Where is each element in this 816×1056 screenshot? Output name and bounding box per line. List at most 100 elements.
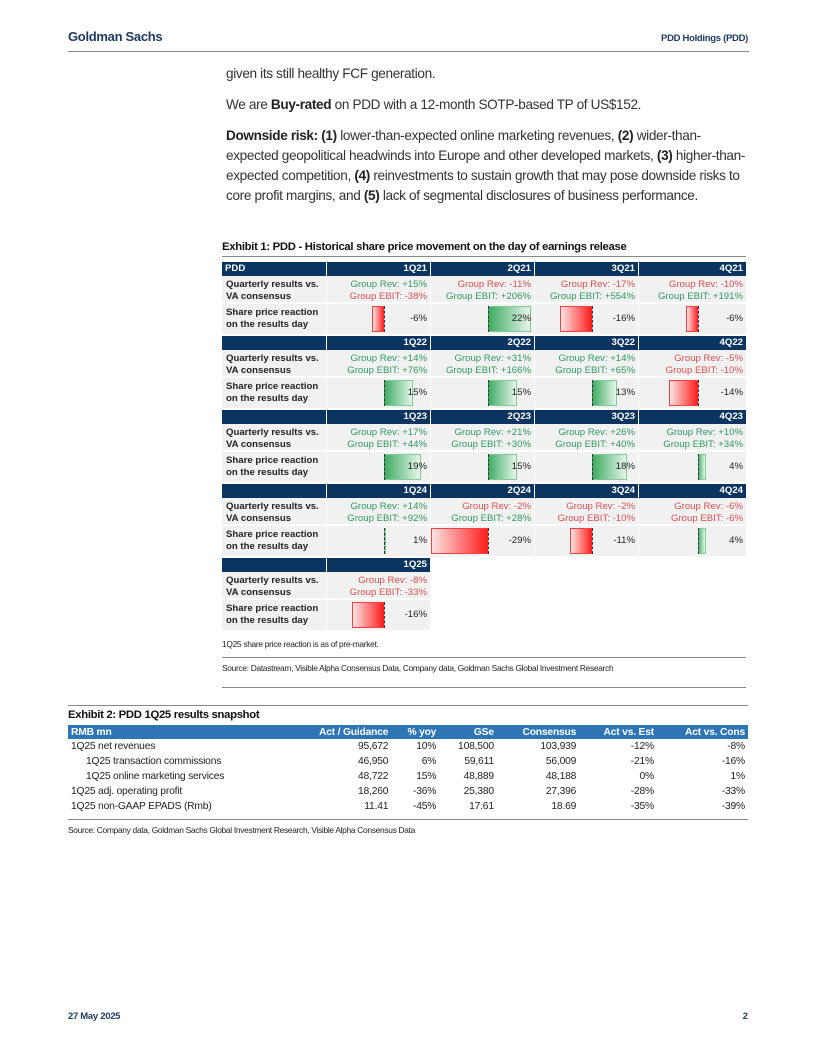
reaction-value: 13% [615,387,635,398]
table-cell: 17.61 [469,801,494,812]
table-cell: -16% [721,756,745,767]
share-price-reaction [430,600,534,632]
text: higher-than-expected competition, [226,148,746,183]
row-label-reaction: Share price reaction on the results day [222,600,326,632]
bold-text: (2) [617,128,634,143]
table-cell: -39% [721,801,745,812]
zero-axis [487,454,489,480]
table-cell: 56,009 [545,756,577,767]
page-number: 2 [742,1011,748,1022]
header-corner [222,410,326,424]
paragraph-rating: We are Buy-rated on PDD with a 12-month … [226,95,751,115]
rating-bold: Buy-rated [270,97,332,112]
table-cell: 1Q25 transaction commissions [86,756,222,767]
brand-name: Goldman Sachs [68,29,163,44]
revenue-vs-consensus: Group Rev: +14% [350,353,427,364]
table-row: 1Q25 transaction commissions 46,950 6% 59,6… [68,754,748,769]
zero-axis [697,306,699,332]
reaction-bar [352,602,384,628]
table-cell: -12% [630,741,654,752]
share-price-reaction: -11% [534,526,638,558]
table-cell: -45% [412,801,437,812]
reaction-value: -6% [409,313,427,324]
share-price-reaction: -16% [326,600,430,632]
table-cell: -36% [412,786,437,797]
row-label-results: Quarterly results vs. VA consensus [222,424,326,452]
quarter-block: PDD 1Q21 2Q21 3Q21 4Q21 Quarterly results vs.… [222,262,746,336]
reaction-bar [685,306,698,332]
table-cell: 15% [416,771,437,782]
reaction-value: -29% [508,535,531,546]
revenue-vs-consensus: Group Rev: +31% [454,353,531,364]
revenue-vs-consensus: Group Rev: -2% [566,501,635,512]
revenue-vs-consensus: Group Rev: -5% [674,353,743,364]
table-row: 1Q25 adj. operating profit 18,260 -36% 25,3… [68,784,748,799]
quarter-header: 2Q24 [430,484,534,498]
quarter-header: 1Q21 [326,262,430,276]
bold-text: (3) [656,148,673,163]
row-label-reaction: Share price reaction on the results day [222,378,326,410]
results-vs-consensus: Group Rev: +10% Group EBIT: +34% [638,424,746,452]
header-corner [222,558,326,572]
quarter-header [430,558,534,572]
table-cell: -21% [630,756,654,767]
results-vs-consensus: Group Rev: +14% Group EBIT: +65% [534,350,638,378]
share-price-reaction: -6% [326,304,430,336]
row-label-results: Quarterly results vs. VA consensus [222,498,326,526]
revenue-vs-consensus: Group Rev: +14% [558,353,635,364]
row-label-reaction: Share price reaction on the results day [222,452,326,484]
exhibit-1-note: 1Q25 share price reaction is as of pre-m… [222,639,379,649]
ebit-vs-consensus: Group EBIT: +166% [445,365,531,376]
ebit-vs-consensus: Group EBIT: +554% [549,291,635,302]
quarter-block: 1Q25 Quarterly results vs. VA consensus Gr… [222,558,746,632]
reaction-value: 22% [511,313,531,324]
quarter-header: 4Q21 [638,262,746,276]
header-corner [222,484,326,498]
reaction-bar [371,306,384,332]
text: lack of segmental disclosures of busines… [379,188,698,203]
results-vs-consensus: Group Rev: +14% Group EBIT: +92% [326,498,430,526]
table-cell: 103,939 [540,741,577,752]
results-vs-consensus: Group Rev: +21% Group EBIT: +30% [430,424,534,452]
ebit-vs-consensus: Group EBIT: +44% [347,439,427,450]
reaction-bar [669,380,698,406]
quarter-header: 2Q21 [430,262,534,276]
revenue-vs-consensus: Group Rev: -8% [358,575,427,586]
table-cell: -35% [630,801,654,812]
reaction-value: 4% [729,461,743,472]
table-header-row: RMB mn Act / Guidance% yoy GSe Consensus Act… [68,725,748,739]
share-price-reaction: -16% [534,304,638,336]
ebit-vs-consensus: Group EBIT: -10% [557,513,635,524]
results-vs-consensus: Group Rev: -5% Group EBIT: -10% [638,350,746,378]
quarter-header: 3Q22 [534,336,638,350]
company-header: PDD Holdings (PDD) [661,33,748,44]
zero-axis [383,380,385,406]
share-price-reaction: -6% [638,304,746,336]
table-cell: 46,950 [358,756,389,767]
results-snapshot-table: RMB mn Act / Guidance% yoy GSe Consensus Act… [68,725,748,814]
results-vs-consensus: Group Rev: -11% Group EBIT: +206% [430,276,534,304]
zero-axis [383,454,385,480]
zero-axis [591,454,593,480]
exhibit-1-source: Source: Datastream, Visible Alpha Consen… [222,663,614,673]
row-label-reaction: Share price reaction on the results day [222,526,326,558]
share-price-reaction: 15% [430,452,534,484]
ebit-vs-consensus: Group EBIT: -6% [671,513,743,524]
divider [222,256,746,257]
share-price-reaction: -14% [638,378,746,410]
quarter-header: 1Q22 [326,336,430,350]
header-corner: PDD [222,262,326,276]
text: We are [226,97,271,112]
table-cell: 25,380 [463,786,494,797]
reaction-bar [487,454,517,480]
quarter-header: 2Q23 [430,410,534,424]
divider [222,657,746,658]
reaction-bar [487,306,531,332]
reaction-bar [697,528,706,554]
results-vs-consensus: Group Rev: -2% Group EBIT: +28% [430,498,534,526]
ebit-vs-consensus: Group EBIT: +206% [445,291,531,302]
quarter-block: 1Q24 2Q24 3Q24 4Q24 Quarterly results vs. VA… [222,484,746,558]
row-label-results: Quarterly results vs. VA consensus [222,276,326,304]
exhibit-2-source: Source: Company data, Goldman Sachs Glob… [68,825,415,835]
table-row: 1Q25 online marketing services 48,722 15% 4… [68,769,748,784]
